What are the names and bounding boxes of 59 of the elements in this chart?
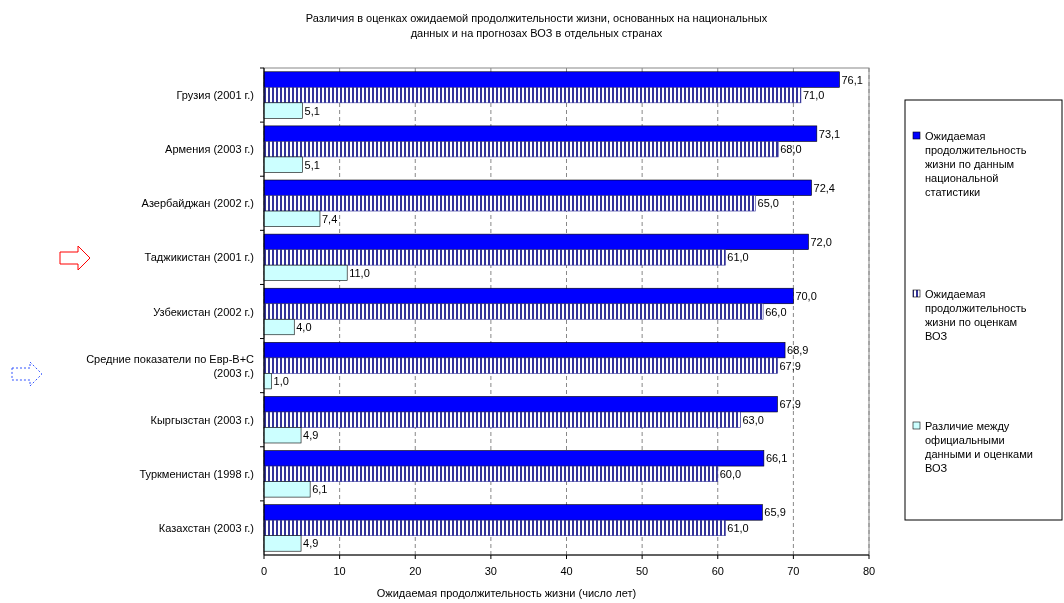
y-tick-label: Кыргызстан (2003 г.) xyxy=(150,413,254,426)
bar xyxy=(263,357,778,374)
data-label: 68,9 xyxy=(787,344,809,357)
x-tick-label: 50 xyxy=(636,565,649,577)
data-label: 6,1 xyxy=(312,483,328,496)
data-label: 7,4 xyxy=(321,212,338,225)
x-tick-label: 70 xyxy=(787,565,800,577)
data-label: 63,0 xyxy=(742,413,764,426)
y-tick-label: Азербайджан (2002 г.) xyxy=(141,197,254,210)
bar xyxy=(263,195,756,212)
bar xyxy=(263,249,726,266)
data-label: 65,0 xyxy=(757,197,779,210)
data-label: 68,0 xyxy=(780,143,802,156)
bar xyxy=(263,465,719,482)
data-label: 66,1 xyxy=(765,452,788,465)
data-label: 5,1 xyxy=(304,104,320,117)
y-tick-label: Казахстан (2003 г.) xyxy=(158,521,254,534)
data-label: 4,9 xyxy=(303,429,319,442)
chart-title: Различия в оценках ожидаемой продолжительности жизни, основанных на национальных данных и на прогнозах ВОЗ в отдельных странах xyxy=(305,12,768,39)
legend-label: Различие между официальными данными и оценками ВОЗ xyxy=(925,420,1033,474)
data-label: 70,0 xyxy=(795,289,817,302)
data-label: 65,9 xyxy=(764,506,786,519)
x-tick-label: 40 xyxy=(560,565,573,577)
x-tick-label: 30 xyxy=(484,565,497,577)
legend-label: Ожидаемая продолжительность жизни по данным национальной статистики xyxy=(925,130,1027,198)
legend-label: Ожидаемая продолжительность жизни по оценкам ВОЗ xyxy=(925,288,1027,342)
bar xyxy=(263,303,764,320)
data-label: 60,0 xyxy=(719,467,742,480)
bar xyxy=(263,519,726,536)
data-label: 73,1 xyxy=(818,127,841,140)
bar xyxy=(263,87,802,104)
data-label: 71,0 xyxy=(802,89,825,102)
data-label: 67,9 xyxy=(779,398,801,411)
data-label: 11,0 xyxy=(349,266,370,279)
data-label: 72,0 xyxy=(810,235,832,248)
y-tick-label: Таджикистан (2001 г.) xyxy=(144,251,254,264)
y-tick-label: Туркменистан (1998 г.) xyxy=(139,467,254,480)
data-label: 4,9 xyxy=(303,537,319,550)
y-tick-label: Узбекистан (2002 г.) xyxy=(153,305,254,318)
x-tick-label: 0 xyxy=(260,565,268,577)
data-label: 61,0 xyxy=(727,521,749,534)
x-tick-label: 80 xyxy=(862,565,876,577)
data-label: 4,0 xyxy=(296,321,312,334)
data-label: 61,0 xyxy=(727,251,749,264)
y-tick-label: Грузия (2001 г.) xyxy=(176,89,254,102)
data-label: 76,1 xyxy=(841,73,863,86)
x-tick-label: 20 xyxy=(409,565,422,577)
data-label: 72,4 xyxy=(813,181,835,194)
bar xyxy=(263,141,779,158)
data-label: 5,1 xyxy=(304,158,320,171)
bar xyxy=(263,411,741,428)
x-tick-label: 10 xyxy=(333,565,346,577)
y-tick-label: Средние показатели по Евр-В+С (2003 г.) xyxy=(86,352,255,379)
data-label: 1,0 xyxy=(273,375,289,388)
x-tick-label: 60 xyxy=(711,565,724,577)
y-tick-label: Армения (2003 г.) xyxy=(165,143,254,156)
data-label: 67,9 xyxy=(779,359,801,372)
x-axis-title: Ожидаемая продолжительность жизни (число лет) xyxy=(376,587,637,599)
data-label: 66,0 xyxy=(765,305,787,318)
